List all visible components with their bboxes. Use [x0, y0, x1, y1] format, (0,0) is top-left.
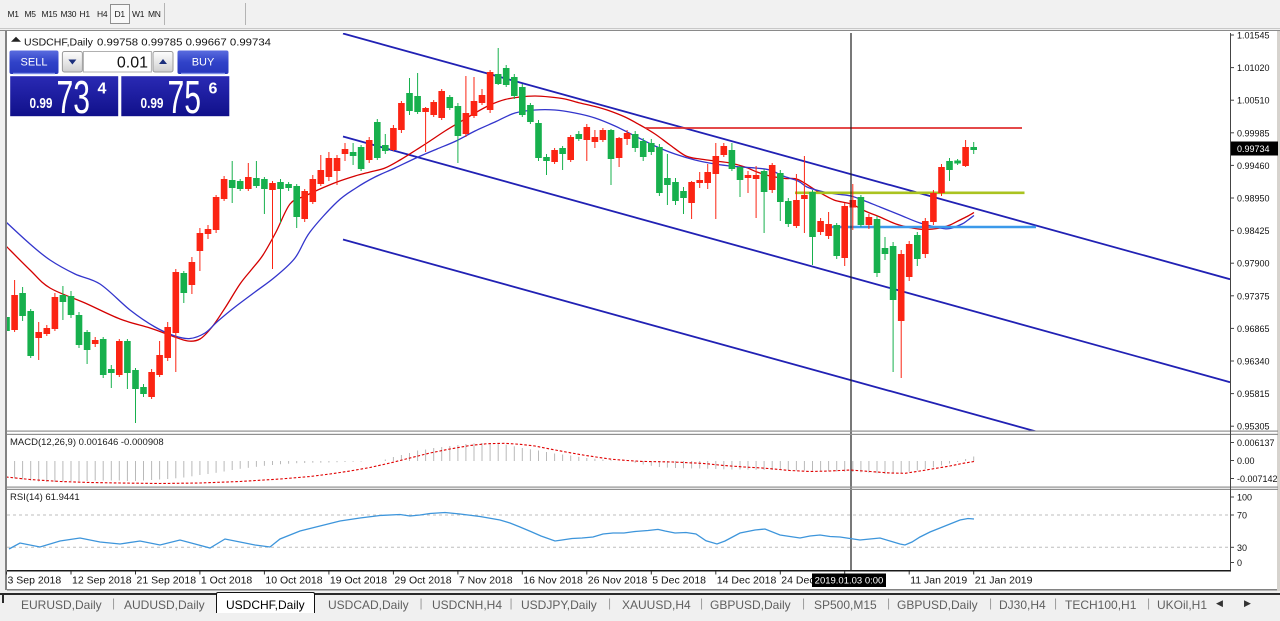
svg-text:11 Jan 2019: 11 Jan 2019: [910, 575, 967, 587]
svg-text:0.99460: 0.99460: [1237, 161, 1270, 171]
svg-text:BUY: BUY: [192, 57, 215, 69]
svg-text:RSI(14) 61.9441: RSI(14) 61.9441: [10, 492, 80, 503]
svg-text:5 Dec 2018: 5 Dec 2018: [652, 575, 706, 587]
svg-text:0.00: 0.00: [1237, 456, 1255, 466]
svg-text:0.95815: 0.95815: [1237, 389, 1270, 399]
svg-text:26 Nov 2018: 26 Nov 2018: [588, 575, 648, 587]
svg-text:0.97900: 0.97900: [1237, 259, 1270, 269]
svg-text:USDCHF,Daily: USDCHF,Daily: [24, 37, 94, 49]
svg-text:0.006137: 0.006137: [1237, 438, 1275, 448]
svg-text:-0.007142: -0.007142: [1237, 474, 1278, 484]
svg-text:0.99: 0.99: [30, 96, 53, 112]
svg-text:16 Nov 2018: 16 Nov 2018: [523, 575, 583, 587]
svg-text:14 Dec 2018: 14 Dec 2018: [717, 575, 777, 587]
svg-text:2019.01.03 0:00: 2019.01.03 0:00: [815, 576, 884, 587]
svg-text:1.00510: 1.00510: [1237, 96, 1270, 106]
svg-text:1.01020: 1.01020: [1237, 63, 1270, 73]
svg-text:0.99734: 0.99734: [1237, 144, 1270, 154]
svg-text:4: 4: [98, 81, 107, 98]
svg-text:19 Oct 2018: 19 Oct 2018: [330, 575, 387, 587]
svg-text:0.97375: 0.97375: [1237, 291, 1270, 301]
svg-text:6: 6: [209, 81, 218, 98]
svg-text:1.01545: 1.01545: [1237, 31, 1270, 41]
svg-text:0.96340: 0.96340: [1237, 357, 1270, 367]
svg-text:SELL: SELL: [21, 57, 48, 69]
svg-text:0.99: 0.99: [141, 96, 164, 112]
svg-text:100: 100: [1237, 493, 1252, 503]
svg-text:0: 0: [1237, 558, 1242, 568]
svg-text:12 Sep 2018: 12 Sep 2018: [72, 575, 132, 587]
svg-text:0.98950: 0.98950: [1237, 194, 1270, 204]
svg-text:0.95305: 0.95305: [1237, 422, 1270, 432]
svg-text:70: 70: [1237, 511, 1247, 521]
svg-text:7 Nov 2018: 7 Nov 2018: [459, 575, 513, 587]
svg-text:73: 73: [57, 71, 91, 123]
svg-text:21 Jan 2019: 21 Jan 2019: [975, 575, 1033, 587]
svg-text:75: 75: [168, 71, 202, 123]
svg-text:MACD(12,26,9) 0.001646 -0.0009: MACD(12,26,9) 0.001646 -0.000908: [10, 437, 164, 448]
svg-text:29 Oct 2018: 29 Oct 2018: [394, 575, 451, 587]
svg-text:0.99758 0.99785 0.99667 0.9973: 0.99758 0.99785 0.99667 0.99734: [97, 37, 271, 49]
svg-text:0.99985: 0.99985: [1237, 128, 1270, 138]
svg-text:30: 30: [1237, 543, 1247, 553]
svg-text:3 Sep 2018: 3 Sep 2018: [8, 575, 62, 587]
svg-text:1 Oct 2018: 1 Oct 2018: [201, 575, 253, 587]
svg-text:0.98425: 0.98425: [1237, 226, 1270, 236]
svg-text:10 Oct 2018: 10 Oct 2018: [265, 575, 322, 587]
svg-text:21 Sep 2018: 21 Sep 2018: [137, 575, 197, 587]
svg-text:0.96865: 0.96865: [1237, 324, 1270, 334]
svg-text:0.01: 0.01: [117, 55, 148, 72]
